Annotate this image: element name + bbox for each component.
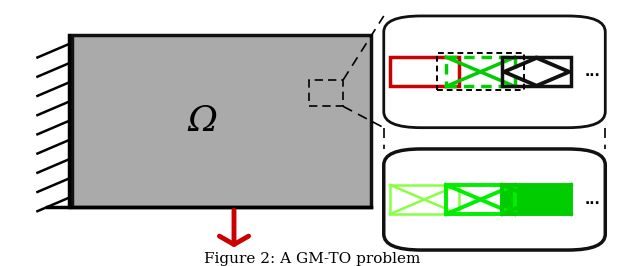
Bar — [502, 185, 571, 214]
FancyBboxPatch shape — [384, 149, 605, 250]
Text: Ω: Ω — [188, 104, 218, 138]
Text: Figure 2: A GM-TO problem: Figure 2: A GM-TO problem — [204, 252, 420, 266]
Bar — [437, 53, 524, 90]
Bar — [502, 185, 571, 214]
Bar — [446, 185, 515, 214]
Text: ...: ... — [585, 193, 601, 206]
Bar — [309, 80, 343, 106]
Bar — [390, 57, 459, 86]
Text: ...: ... — [585, 65, 601, 79]
Bar — [446, 57, 515, 86]
FancyBboxPatch shape — [384, 16, 605, 128]
Bar — [502, 57, 571, 86]
Bar — [390, 185, 459, 214]
Bar — [72, 35, 371, 207]
